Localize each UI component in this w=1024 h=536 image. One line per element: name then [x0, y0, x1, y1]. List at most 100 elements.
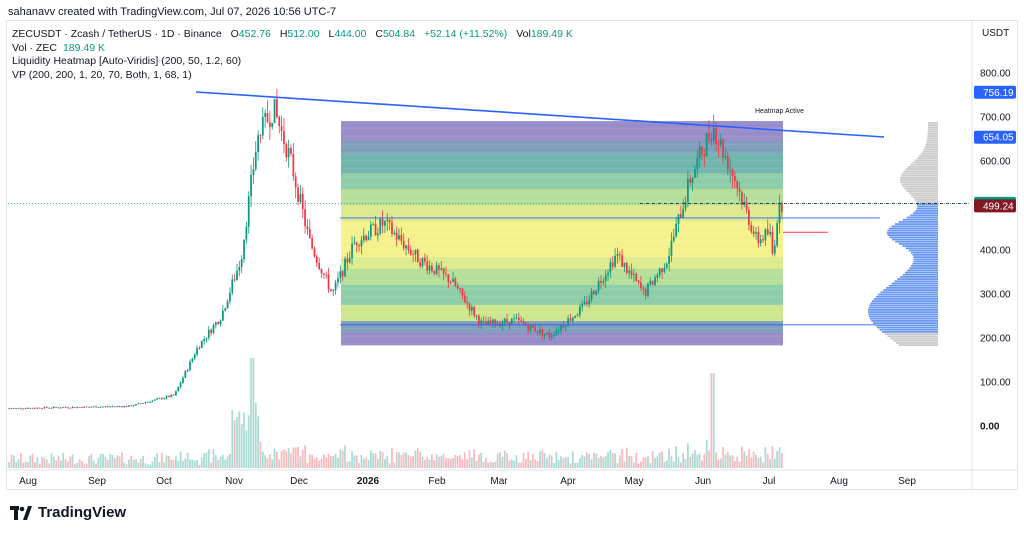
candle-body	[649, 280, 652, 284]
volume-bar	[651, 450, 654, 468]
volume-bar	[247, 415, 250, 468]
volume-bar	[156, 453, 159, 468]
price-tick-label: 600.00	[980, 157, 1011, 168]
candle-body	[158, 398, 161, 399]
symbol-title[interactable]: ZECUSDT · Zcash / TetherUS · 1D · Binanc…	[12, 28, 222, 40]
volume-bar	[233, 420, 236, 468]
candle-body	[480, 320, 483, 324]
candle-body	[125, 406, 128, 407]
candle-body	[48, 407, 50, 409]
time-tick-label: Sep	[898, 476, 916, 487]
candle-body	[104, 406, 107, 408]
volume-bar	[581, 454, 584, 468]
volume-profile-bar	[902, 245, 938, 247]
level-price-tag	[974, 130, 1016, 144]
volume-bar	[205, 452, 208, 468]
tradingview-logo[interactable]: TradingView	[10, 504, 126, 521]
candle-body	[748, 209, 750, 226]
volume-profile-bar	[890, 337, 938, 340]
volume-bar	[503, 450, 506, 468]
candle-body	[344, 258, 346, 277]
volume-bar	[381, 451, 384, 468]
candle-body	[83, 406, 86, 408]
candle-body	[24, 408, 27, 409]
volume-bar	[88, 455, 90, 468]
candle-body	[182, 377, 184, 383]
volume-bar	[614, 453, 616, 468]
volume-bar	[299, 456, 302, 468]
volume-profile-bar	[912, 161, 938, 164]
volume-profile-bar	[878, 293, 938, 296]
volume-bar	[428, 459, 431, 468]
candle-body	[81, 407, 83, 408]
legend-volume-row[interactable]: Vol · ZEC 189.49 K	[12, 42, 573, 56]
heatmap-band	[341, 337, 783, 342]
volume-bar	[778, 447, 781, 468]
candle-body	[522, 321, 525, 324]
vol-label: Vol	[516, 28, 531, 40]
candle-body	[595, 290, 598, 295]
volume-profile-bar	[894, 223, 938, 225]
volume-bar	[95, 463, 97, 468]
price-tick-label: 200.00	[980, 334, 1011, 345]
candle-body	[473, 306, 476, 316]
candle-body	[160, 398, 163, 400]
volume-profile-bar	[926, 139, 938, 142]
volume-bar	[111, 454, 114, 468]
candle-body	[628, 270, 631, 273]
volume-bar	[167, 455, 170, 468]
heatmap-band	[341, 325, 783, 330]
volume-bar	[449, 458, 452, 468]
time-axis[interactable]: Aug Sep Oct Nov Dec 2026 Feb Mar Apr May Jun Jul Aug…	[6, 469, 1018, 487]
high-label: H	[279, 28, 288, 40]
volume-bar	[635, 452, 638, 468]
volume-bar	[214, 454, 217, 468]
candle-body	[320, 268, 323, 274]
volume-profile-bar	[913, 258, 938, 261]
candle-body	[45, 407, 48, 408]
candle-body	[297, 187, 299, 202]
volume-profile-bar	[872, 322, 938, 324]
currency-label[interactable]: USDT	[982, 28, 1009, 39]
candle-body	[31, 407, 34, 409]
candle-body	[304, 209, 306, 227]
legend-vp-row[interactable]: VP (200, 200, 1, 20, 70, Both, 1, 68, 1)	[12, 69, 573, 83]
volume-bar	[99, 453, 102, 468]
candle-body	[334, 282, 337, 291]
candle-body	[421, 258, 424, 267]
candle-body	[254, 152, 257, 170]
candle-body	[10, 408, 13, 410]
volume-profile-bar	[889, 236, 938, 239]
heatmap-band	[341, 137, 783, 142]
volume-bar	[327, 453, 330, 468]
trendline[interactable]	[195, 91, 885, 138]
candle-body	[348, 258, 351, 263]
volume-profile-bar	[887, 229, 938, 232]
candle-body	[769, 231, 771, 235]
heatmap-band	[341, 209, 783, 214]
heatmap-band	[341, 329, 783, 334]
candle-body	[459, 288, 461, 289]
candle-body	[557, 330, 560, 332]
price-axis[interactable]: 800.00 700.00 600.00 400.00 300.00 200.00 100.…	[971, 20, 1016, 490]
candle-body	[153, 399, 156, 401]
time-tick-label: Mar	[490, 476, 508, 487]
candle-body	[741, 191, 743, 206]
legend-heatmap-row[interactable]: Liquidity Heatmap [Auto-Viridis] (200, 5…	[12, 55, 573, 69]
volume-bar	[482, 461, 485, 468]
candle-body	[419, 262, 422, 267]
candle-body	[644, 288, 647, 296]
volume-bar	[384, 459, 386, 468]
candle-body	[400, 235, 403, 242]
volume-bar	[438, 456, 440, 468]
candle-body	[273, 98, 276, 123]
volume-bar	[534, 459, 537, 468]
time-tick-label: Oct	[156, 476, 172, 487]
candle-body	[315, 256, 318, 263]
candle-body	[729, 169, 732, 171]
legend-symbol-row[interactable]: ZECUSDT · Zcash / TetherUS · 1D · Binanc…	[12, 28, 573, 42]
change-value: +52.14 (+11.52%)	[424, 28, 508, 40]
candle-body	[562, 325, 565, 328]
candle-body	[203, 338, 205, 341]
